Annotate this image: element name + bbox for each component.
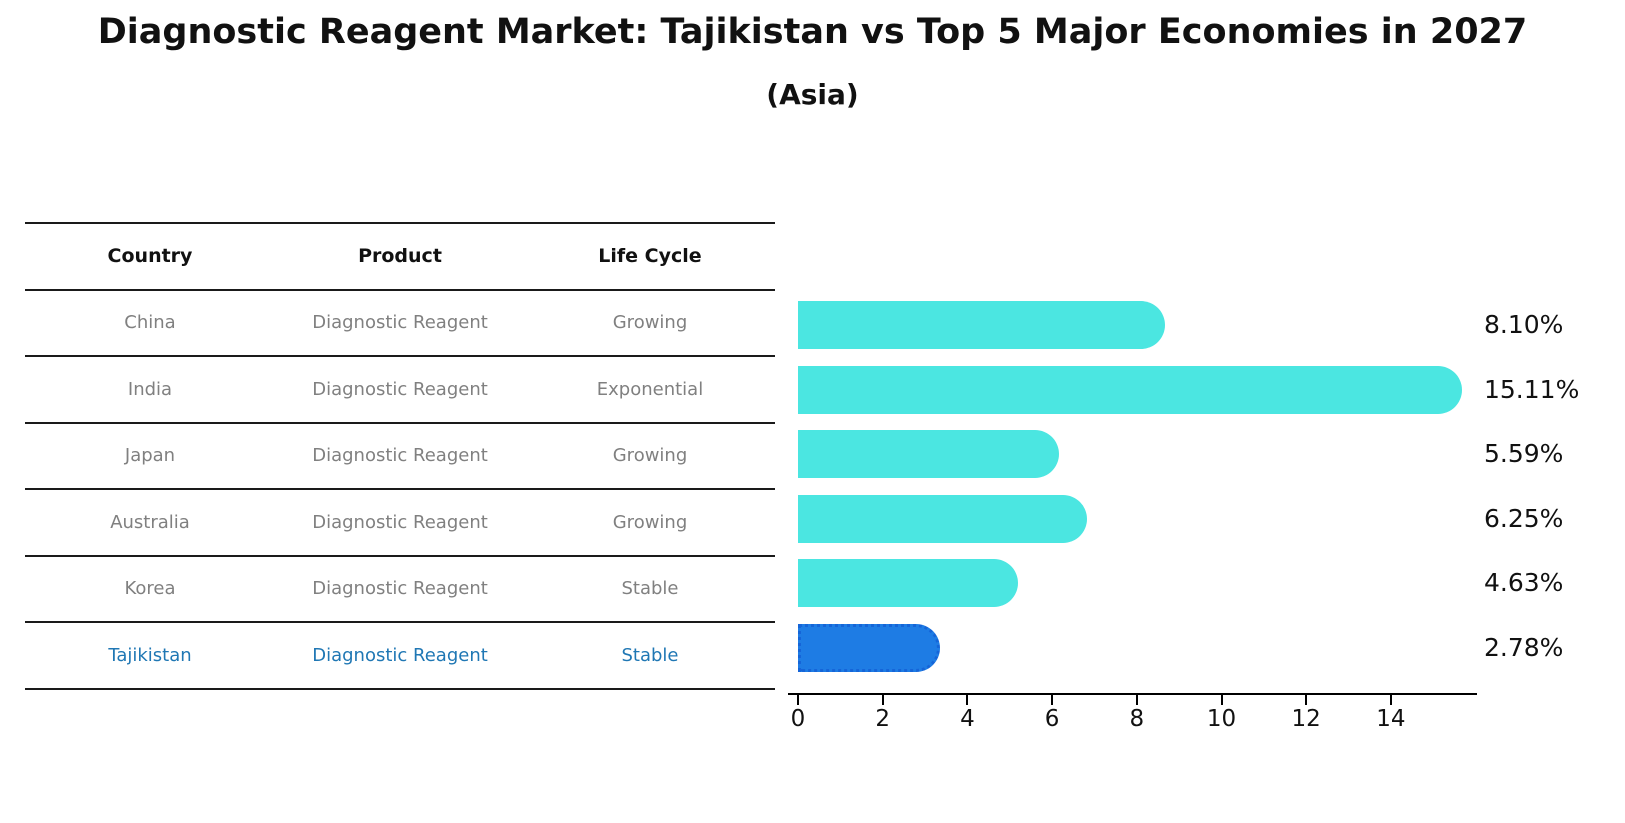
cell-life-cycle: Growing (612, 511, 688, 533)
value-label-australia: 6.25% (1484, 503, 1564, 533)
cell-country: Australia (110, 511, 190, 533)
x-tick-label: 10 (1206, 706, 1237, 732)
x-tick-label: 4 (960, 706, 975, 732)
value-label-japan: 5.59% (1484, 439, 1564, 469)
cell-country: Tajikistan (108, 644, 192, 666)
table-header-life-cycle: Life Cycle (598, 245, 702, 268)
bar-tajikistan (798, 624, 940, 672)
x-tick-label: 8 (1129, 706, 1145, 732)
cell-life-cycle: Stable (621, 644, 679, 666)
x-tick-label: 6 (1044, 706, 1060, 732)
cell-product: Diagnostic Reagent (312, 445, 488, 467)
x-tick-mark (1051, 695, 1054, 705)
table-row-china: China Diagnostic Reagent Growing (25, 291, 775, 357)
cell-product: Diagnostic Reagent (312, 312, 488, 334)
x-tick-mark (881, 695, 884, 705)
x-tick-mark (1220, 695, 1223, 705)
value-label-korea: 4.63% (1484, 568, 1564, 598)
cell-life-cycle: Growing (612, 312, 688, 334)
cell-product: Diagnostic Reagent (312, 644, 488, 666)
cell-life-cycle: Stable (621, 578, 679, 600)
table-row-australia: Australia Diagnostic Reagent Growing (25, 490, 775, 557)
chart-subtitle: (Asia) (766, 78, 859, 111)
x-tick-mark (1389, 695, 1392, 705)
cell-product: Diagnostic Reagent (312, 578, 488, 600)
value-label-china: 8.10% (1484, 310, 1564, 339)
x-tick-mark (1305, 695, 1308, 705)
x-tick-mark (797, 695, 799, 705)
x-tick-label: 14 (1376, 706, 1406, 732)
cell-life-cycle: Growing (612, 445, 688, 467)
table-header-country: Country (107, 245, 193, 268)
bar-china (798, 301, 1166, 349)
cell-country: China (124, 312, 176, 334)
table-body: China Diagnostic Reagent Growing India Diagn… (25, 291, 775, 690)
bar-japan (798, 430, 1059, 479)
table-row-india: India Diagnostic Reagent Exponential (25, 357, 775, 424)
table-row-korea: Korea Diagnostic Reagent Stable (25, 557, 775, 623)
value-label-tajikistan: 2.78% (1484, 633, 1564, 662)
bar-australia (798, 494, 1087, 543)
chart-title: Diagnostic Reagent Market: Tajikistan vs… (97, 12, 1528, 52)
cell-country: India (127, 378, 173, 400)
x-tick-label: 0 (790, 706, 806, 732)
bar-korea (798, 559, 1019, 608)
cell-product: Diagnostic Reagent (312, 511, 488, 533)
bar-india (798, 365, 1462, 414)
x-tick-label: 12 (1291, 706, 1321, 732)
cell-life-cycle: Exponential (596, 378, 704, 400)
x-tick-mark (966, 695, 969, 705)
table-row-japan: Japan Diagnostic Reagent Growing (25, 424, 775, 490)
table-row-tajikistan: Tajikistan Diagnostic Reagent Stable (25, 623, 775, 690)
cell-product: Diagnostic Reagent (312, 378, 488, 400)
value-label-india: 15.11% (1484, 374, 1580, 404)
table-header-product: Product (358, 245, 442, 268)
cell-country: Japan (124, 445, 176, 467)
country-summary-table: Country Product Life Cycle China Diagnostic… (25, 222, 775, 690)
cell-country: Korea (124, 578, 176, 600)
table-header-row: Country Product Life Cycle (25, 224, 775, 291)
x-tick-mark (1135, 695, 1138, 705)
x-tick-label: 2 (875, 706, 890, 732)
x-axis-line (788, 693, 1477, 696)
